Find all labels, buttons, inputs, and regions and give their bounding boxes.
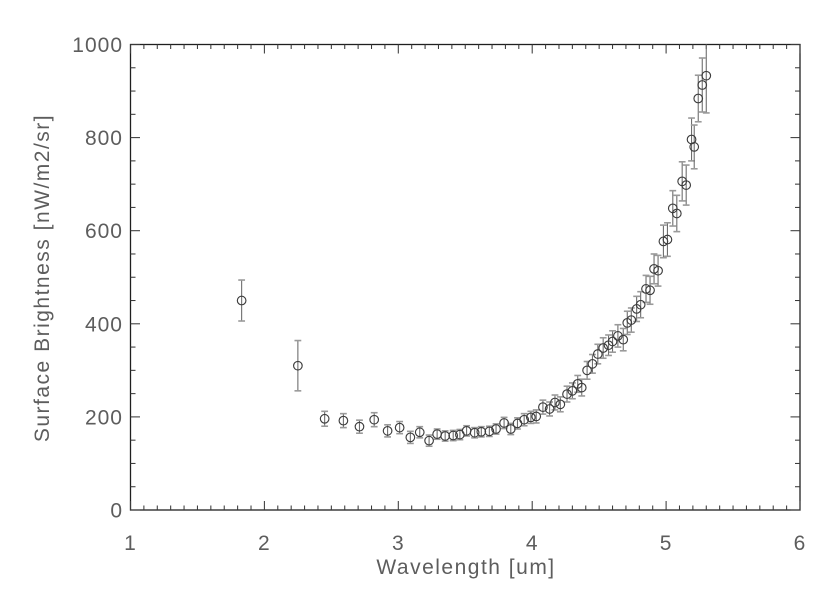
data-point-marker	[592, 349, 603, 359]
data-point-marker	[701, 70, 712, 81]
data-point-marker	[538, 402, 548, 412]
y-tick-label: 200	[85, 406, 123, 429]
plot-frame	[129, 43, 801, 511]
data-point-marker	[550, 397, 560, 408]
data-point-marker	[662, 234, 673, 245]
data-point-marker	[519, 414, 530, 425]
data-point-marker	[555, 399, 566, 410]
data-point-marker	[582, 365, 592, 376]
data-point-marker	[607, 336, 618, 347]
data-point-marker	[354, 421, 365, 432]
data-point-marker	[319, 413, 330, 424]
y-tick-label: 0	[110, 500, 123, 523]
axis-ticks	[129, 43, 801, 511]
data-point-marker	[369, 414, 380, 425]
x-tick-label: 2	[258, 532, 271, 555]
data-markers	[236, 70, 712, 446]
data-point-marker	[671, 208, 682, 219]
data-point-marker	[448, 430, 459, 441]
data-point-marker	[491, 424, 501, 434]
data-point-marker	[424, 435, 434, 446]
data-point-marker	[689, 142, 700, 152]
data-point-marker	[484, 426, 495, 437]
data-point-marker	[653, 265, 663, 276]
x-tick-label: 4	[526, 532, 539, 555]
data-point-marker	[544, 404, 555, 414]
data-point-marker	[469, 427, 480, 438]
data-point-marker	[525, 412, 536, 423]
x-tick-label: 5	[660, 532, 673, 555]
data-point-marker	[382, 425, 393, 436]
data-point-marker	[618, 334, 629, 345]
data-point-marker	[598, 343, 609, 353]
x-axis-title: Wavelength [um]	[376, 556, 556, 579]
data-point-marker	[338, 415, 349, 426]
y-tick-label: 1000	[72, 34, 123, 57]
data-point-marker	[587, 358, 598, 369]
data-point-marker	[693, 93, 704, 104]
data-point-marker	[293, 360, 303, 371]
data-point-marker	[562, 389, 572, 399]
data-point-marker	[531, 411, 542, 422]
x-tick-label: 6	[794, 532, 807, 555]
data-point-marker	[635, 299, 646, 310]
y-tick-label: 600	[85, 220, 123, 243]
data-point-marker	[505, 424, 516, 434]
y-tick-label: 400	[85, 313, 123, 336]
data-point-marker	[405, 432, 416, 443]
data-point-marker	[394, 422, 405, 433]
data-point-marker	[236, 295, 247, 306]
data-point-marker	[414, 427, 425, 438]
data-point-marker	[681, 180, 692, 190]
error-bars	[238, 44, 710, 448]
x-tick-label: 3	[392, 532, 405, 555]
y-tick-label: 800	[85, 127, 123, 150]
y-axis-title: Surface Brightness [nW/m2/sr]	[31, 113, 54, 443]
data-point-marker	[697, 80, 708, 90]
data-point-marker	[641, 284, 651, 294]
data-point-marker	[567, 385, 578, 396]
data-point-marker	[499, 418, 509, 428]
data-point-marker	[645, 285, 655, 296]
data-point-marker	[576, 382, 587, 393]
x-tick-label: 1	[124, 532, 137, 555]
data-series	[236, 44, 712, 448]
data-point-marker	[626, 315, 637, 325]
